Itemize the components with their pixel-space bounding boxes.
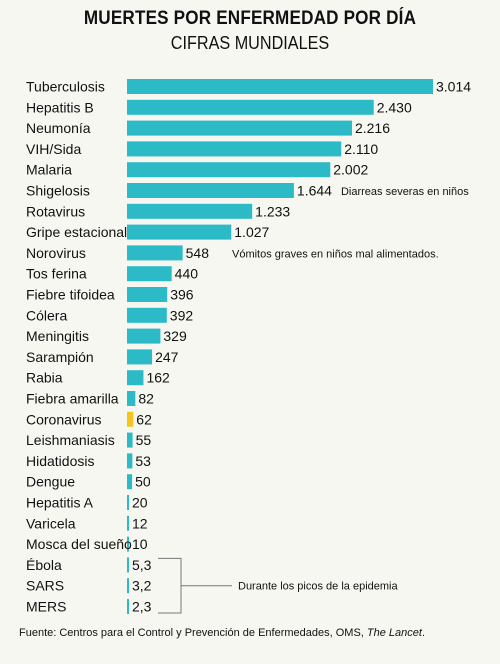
- bar-hidatidosis: [127, 453, 133, 469]
- epidemic-bracket: [158, 557, 232, 614]
- source-prefix: Fuente: Centros para el Control y Preven…: [19, 627, 367, 639]
- value-label-malaria: 2.002: [333, 162, 368, 178]
- category-label-shigelosis: Shigelosis: [26, 183, 90, 199]
- category-label-mers: MERS: [26, 599, 66, 615]
- category-label-coronavirus: Coronavirus: [26, 411, 101, 427]
- value-label-coronavirus: 62: [136, 411, 152, 427]
- source-suffix: .: [421, 627, 426, 639]
- bar-rabia: [127, 370, 144, 386]
- category-label-hidatidosis: Hidatidosis: [26, 453, 94, 469]
- category-label-ebola: Ébola: [26, 557, 62, 573]
- value-label-hepatitis-b: 2.430: [377, 99, 412, 115]
- bar-hepatitis-a: [127, 495, 130, 510]
- bar-mers: [127, 599, 129, 614]
- bar-colera: [127, 307, 167, 323]
- value-label-colera: 392: [170, 307, 194, 323]
- value-label-mosca-del-sueno: 10: [132, 536, 148, 552]
- category-label-varicela: Varicela: [26, 515, 76, 531]
- bar-vih-sida: [127, 141, 342, 157]
- bar-gripe-estacional: [127, 224, 232, 240]
- category-label-gripe-estacional: Gripe estacional: [26, 224, 127, 240]
- value-label-ebola: 5,3: [132, 557, 152, 573]
- bar-hepatitis-b: [127, 99, 374, 115]
- bar-tuberculosis: [127, 79, 433, 94]
- annotation-norovirus: Vómitos graves en niños mal alimentados.: [232, 248, 439, 260]
- value-label-meningitis: 329: [163, 328, 187, 344]
- value-label-rotavirus: 1.233: [255, 203, 290, 219]
- value-label-varicela: 12: [132, 515, 148, 531]
- value-label-hepatitis-a: 20: [132, 495, 148, 511]
- bar-leishmaniasis: [127, 432, 133, 448]
- value-label-dengue: 50: [135, 474, 151, 490]
- chart-subtitle: CIFRAS MUNDIALES: [170, 33, 330, 53]
- value-label-fiebra-amarilla: 82: [138, 391, 154, 407]
- category-label-hepatitis-b: Hepatitis B: [26, 99, 94, 115]
- value-label-gripe-estacional: 1.027: [234, 224, 269, 240]
- value-label-rabia: 162: [146, 370, 170, 386]
- category-label-rotavirus: Rotavirus: [26, 203, 85, 219]
- value-label-norovirus: 548: [186, 245, 210, 261]
- bar-ebola: [127, 557, 129, 573]
- value-label-hidatidosis: 53: [135, 453, 151, 469]
- value-label-fiebre-tifoidea: 396: [170, 287, 194, 303]
- category-label-malaria: Malaria: [26, 162, 72, 178]
- category-label-neumonia: Neumonía: [26, 120, 91, 136]
- category-label-fiebra-amarilla: Fiebra amarilla: [26, 391, 119, 407]
- bar-neumonia: [127, 120, 352, 136]
- source-italic: The Lancet: [366, 627, 422, 639]
- value-label-neumonia: 2.216: [355, 120, 390, 136]
- value-label-sarampion: 247: [155, 349, 179, 365]
- bar-meningitis: [127, 328, 161, 344]
- category-label-meningitis: Meningitis: [26, 328, 89, 344]
- value-label-mers: 2,3: [132, 599, 152, 615]
- bar-tos-ferina: [127, 266, 172, 282]
- annotation-epidemic-peaks: Durante los picos de la epidemia: [238, 581, 398, 593]
- category-label-leishmaniasis: Leishmaniasis: [26, 432, 115, 448]
- category-label-rabia: Rabia: [26, 370, 63, 386]
- bar-mosca-del-sueno: [127, 536, 129, 552]
- bar-varicela: [127, 515, 129, 531]
- bar-dengue: [127, 474, 133, 490]
- category-label-mosca-del-sueno: Mosca del sueño: [26, 536, 132, 552]
- value-label-tuberculosis: 3.014: [436, 79, 471, 95]
- value-label-sars: 3,2: [132, 578, 152, 594]
- bar-sarampion: [127, 349, 153, 365]
- value-label-shigelosis: 1.644: [297, 183, 332, 199]
- value-label-vih-sida: 2.110: [344, 141, 378, 157]
- source-note: Fuente: Centros para el Control y Preven…: [19, 627, 425, 639]
- bar-norovirus: [127, 245, 183, 261]
- category-label-norovirus: Norovirus: [26, 245, 86, 261]
- category-label-colera: Cólera: [26, 307, 67, 323]
- category-label-tuberculosis: Tuberculosis: [26, 79, 105, 95]
- bar-rotavirus: [127, 203, 253, 219]
- category-label-sars: SARS: [26, 578, 64, 594]
- value-label-leishmaniasis: 55: [136, 432, 152, 448]
- bar-malaria: [127, 162, 331, 178]
- bar-fiebre-tifoidea: [127, 287, 168, 302]
- category-label-fiebre-tifoidea: Fiebre tifoidea: [26, 287, 115, 303]
- category-label-vih-sida: VIH/Sida: [26, 141, 81, 157]
- category-label-dengue: Dengue: [26, 474, 75, 490]
- category-label-tos-ferina: Tos ferina: [26, 266, 87, 282]
- chart-title: MUERTES POR ENFERMEDAD POR DÍA: [83, 8, 417, 29]
- category-label-hepatitis-a: Hepatitis A: [26, 495, 94, 511]
- category-label-sarampion: Sarampión: [26, 349, 94, 365]
- bar-sars: [127, 578, 129, 594]
- value-label-tos-ferina: 440: [175, 266, 199, 282]
- bar-coronavirus: [127, 411, 134, 427]
- annotation-shigelosis: Diarreas severas en niños: [341, 186, 469, 198]
- bar-fiebra-amarilla: [127, 391, 136, 406]
- bar-shigelosis: [127, 183, 294, 198]
